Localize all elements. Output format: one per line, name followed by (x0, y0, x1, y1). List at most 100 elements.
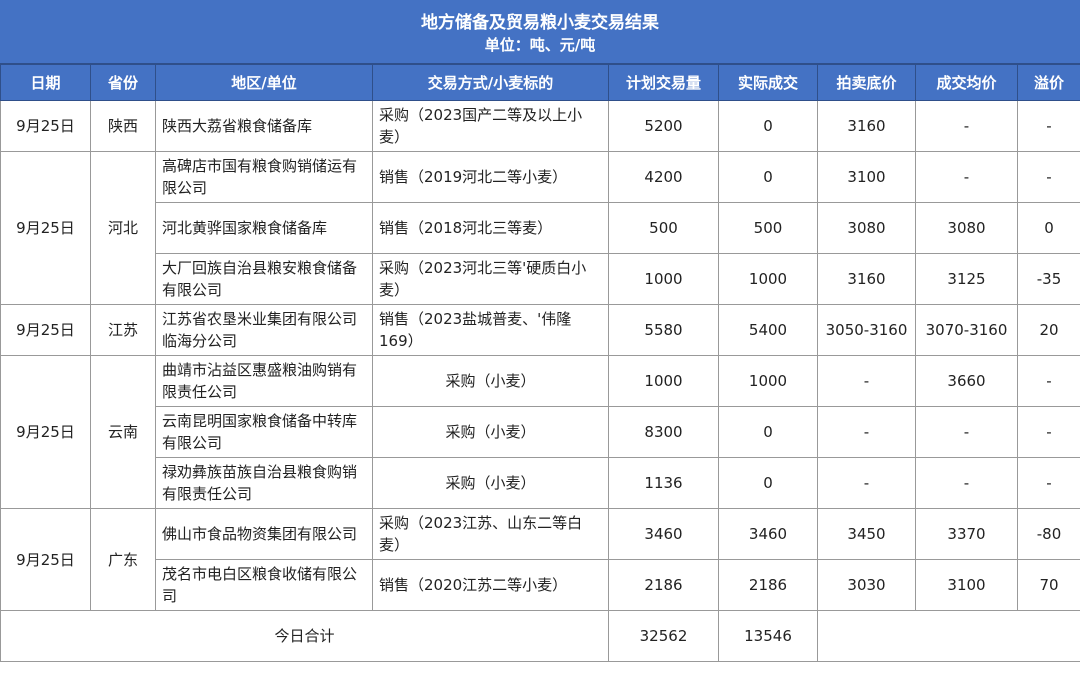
table-row: 9月25日 广东 佛山市食品物资集团有限公司 采购（2023江苏、山东二等白麦） 346… (0, 508, 1080, 611)
table-cell: 2186 (718, 559, 818, 611)
table-cell: 广东 (90, 508, 156, 611)
table-cell: 9月25日 (0, 355, 91, 509)
table-cell: 3030 (817, 559, 916, 611)
table-cell: 3450 (817, 508, 916, 560)
table-cell: -35 (1017, 253, 1080, 305)
table-cell: 5200 (608, 100, 719, 152)
table-cell: 1000 (608, 355, 719, 407)
table-title: 地方储备及贸易粮小麦交易结果 (421, 13, 659, 33)
table-cell: - (915, 406, 1018, 458)
table-cell: 采购（2023国产二等及以上小麦） (372, 100, 609, 152)
table-cell: 禄劝彝族苗族自治县粮食购销有限责任公司 (155, 457, 373, 509)
table-cell: 采购（2023江苏、山东二等白麦） (372, 508, 609, 560)
table-cell: 9月25日 (0, 304, 91, 356)
table-cell: - (817, 406, 916, 458)
table-row: 云南昆明国家粮食储备中转库有限公司 采购（小麦） 8300 0- - - (1, 406, 1080, 458)
table-cell: 销售（2019河北二等小麦） (372, 151, 609, 203)
table-cell: 5400 (718, 304, 818, 356)
column-header: 计划交易量 (608, 64, 719, 101)
table-cell: 云南昆明国家粮食储备中转库有限公司 (155, 406, 373, 458)
column-header: 实际成交 (718, 64, 818, 101)
table-row: 禄劝彝族苗族自治县粮食购销有限责任公司 采购（小麦） 1136 0- - - (1, 457, 1080, 509)
table-cell: 1000 (608, 253, 719, 305)
table-cell: - (817, 457, 916, 509)
empty-cell (817, 610, 1080, 662)
table-cell: 佛山市食品物资集团有限公司 (155, 508, 373, 560)
table-cell: - (915, 151, 1018, 203)
table-cell: 500 (608, 202, 719, 254)
table-cell: - (915, 100, 1018, 152)
table-cell: 3370 (915, 508, 1018, 560)
table-cell: - (1017, 457, 1080, 509)
table-cell: 3460 (718, 508, 818, 560)
table-cell: 0 (718, 457, 818, 509)
table-cell: 3460 (608, 508, 719, 560)
table-cell: - (1017, 355, 1080, 407)
column-header: 交易方式/小麦标的 (372, 64, 609, 101)
column-header: 拍卖底价 (817, 64, 916, 101)
total-row: 今日合计 32562 13546 (0, 610, 1080, 662)
table-cell: 云南 (90, 355, 156, 509)
table-cell: 采购（小麦） (372, 457, 609, 509)
table-cell: 13546 (718, 610, 818, 662)
table-cell: 采购（小麦） (372, 406, 609, 458)
table-row: 9月25日 陕西 陕西大荔省粮食储备库 采购（2023国产二等及以上小麦） 5200 0 3… (0, 100, 1080, 152)
column-header: 省份 (90, 64, 156, 101)
header-row: 日期 省份 地区/单位 交易方式/小麦标的 计划交易量 实际成交 拍卖底价 成交均价 溢价 (0, 64, 1080, 101)
table-cell: 3125 (915, 253, 1018, 305)
table-cell: 9月25日 (0, 508, 91, 611)
table-cell: 3070-3160 (915, 304, 1018, 356)
table-cell: 江苏 (90, 304, 156, 356)
table-cell: 9月25日 (0, 151, 91, 305)
table-cell: 3050-3160 (817, 304, 916, 356)
table-row: 大厂回族自治县粮安粮食储备有限公司 采购（2023河北三等'硬质白小麦） 1000 1… (1, 253, 1080, 305)
results-table: 日期 省份 地区/单位 交易方式/小麦标的 计划交易量 实际成交 拍卖底价 成交均价 溢价 9月… (0, 64, 1080, 662)
table-cell: 高碑店市国有粮食购销储运有限公司 (155, 151, 373, 203)
table-cell: 采购（小麦） (372, 355, 609, 407)
table-cell: 3160 (817, 100, 916, 152)
table-cell: 1136 (608, 457, 719, 509)
table-cell: 3660 (915, 355, 1018, 407)
table-cell: - (817, 355, 916, 407)
table-cell: 大厂回族自治县粮安粮食储备有限公司 (155, 253, 373, 305)
table-banner: 地方储备及贸易粮小麦交易结果 单位：吨、元/吨 (0, 0, 1080, 64)
unit-label: 单位：吨、元/吨 (484, 36, 596, 54)
table-cell: 曲靖市沾益区惠盛粮油购销有限责任公司 (155, 355, 373, 407)
table-cell: 3080 (915, 202, 1018, 254)
table-cell: 3080 (817, 202, 916, 254)
table-row: 茂名市电白区粮食收储有限公司 销售（2020江苏二等小麦） 2186 2186 3030… (1, 559, 1080, 611)
table-cell: 0 (1017, 202, 1080, 254)
table-cell: 9月25日 (0, 100, 91, 152)
table-cell: 销售（2020江苏二等小麦） (372, 559, 609, 611)
table-cell: 20 (1017, 304, 1080, 356)
table-cell: 销售（2023盐城普麦、'伟隆169） (372, 304, 609, 356)
table-row: 9月25日 河北 高碑店市国有粮食购销储运有限公司 销售（2019河北二等小麦） 420… (0, 151, 1080, 305)
table-cell: - (1017, 406, 1080, 458)
column-header: 地区/单位 (155, 64, 373, 101)
table-cell: 1000 (718, 253, 818, 305)
table-cell: 0 (718, 100, 818, 152)
table-cell: 5580 (608, 304, 719, 356)
table-cell: - (915, 457, 1018, 509)
table-row: 河北黄骅国家粮食储备库 销售（2018河北三等麦） 500 500 3080 3080 0 (1, 202, 1080, 254)
table-cell: 采购（2023河北三等'硬质白小麦） (372, 253, 609, 305)
table-row: 9月25日 江苏 江苏省农垦米业集团有限公司临海分公司 销售（2023盐城普麦、'伟隆… (0, 304, 1080, 356)
table-row: 9月25日 云南 曲靖市沾益区惠盛粮油购销有限责任公司 采购（小麦） 1000 1000-… (0, 355, 1080, 509)
table-cell: 1000 (718, 355, 818, 407)
table-cell: 今日合计 (0, 610, 609, 662)
table-cell: 销售（2018河北三等麦） (372, 202, 609, 254)
table-cell: 河北 (90, 151, 156, 305)
table-cell: 500 (718, 202, 818, 254)
table-cell: 河北黄骅国家粮食储备库 (155, 202, 373, 254)
table-cell: 陕西大荔省粮食储备库 (155, 100, 373, 152)
table-cell: -80 (1017, 508, 1080, 560)
table-cell: 8300 (608, 406, 719, 458)
table-cell: - (1017, 151, 1080, 203)
table-cell: 2186 (608, 559, 719, 611)
table-cell: 江苏省农垦米业集团有限公司临海分公司 (155, 304, 373, 356)
table-cell: 0 (718, 151, 818, 203)
table-cell: 3160 (817, 253, 916, 305)
table-cell: 0 (718, 406, 818, 458)
column-header: 日期 (0, 64, 91, 101)
table-cell: 4200 (608, 151, 719, 203)
